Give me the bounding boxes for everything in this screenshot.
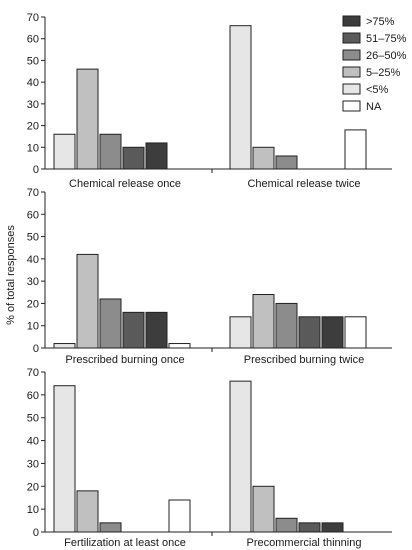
panel-label: Prescribed burning twice (244, 354, 364, 366)
legend-swatch (342, 15, 361, 27)
y-tick-label: 0 (33, 527, 39, 539)
y-tick-label: 50 (27, 413, 39, 425)
y-tick-label: 30 (27, 99, 39, 111)
legend-label: >75% (366, 16, 395, 28)
y-tick-label: 60 (27, 209, 39, 221)
bar (298, 522, 321, 533)
bar (252, 485, 275, 533)
y-axis-label: % of total responses (5, 225, 17, 325)
panel-label: Chemical release once (69, 178, 181, 190)
bar (99, 522, 122, 533)
legend-swatch (342, 83, 361, 95)
bar (275, 517, 298, 533)
bar (229, 316, 252, 349)
y-tick-label: 50 (27, 232, 39, 244)
y-tick-label: 50 (27, 55, 39, 67)
bar (99, 298, 122, 349)
bar (321, 522, 344, 533)
y-tick-label: 60 (27, 390, 39, 402)
bar (53, 133, 76, 170)
legend-swatch (342, 49, 361, 61)
panel-label: Fertilization at least once (64, 537, 186, 549)
bar (275, 155, 298, 170)
bar (76, 490, 99, 533)
y-tick-label: 0 (33, 343, 39, 355)
y-tick-label: 10 (27, 504, 39, 516)
y-tick-label: 10 (27, 321, 39, 333)
bar (252, 294, 275, 349)
legend-label: 26–50% (366, 50, 407, 62)
bar (122, 146, 145, 170)
bar (99, 133, 122, 170)
bar (298, 316, 321, 349)
bar (321, 316, 344, 349)
legend-swatch (342, 100, 361, 112)
y-tick-label: 70 (27, 12, 39, 24)
y-tick-label: 20 (27, 481, 39, 493)
y-tick-label: 0 (33, 164, 39, 176)
y-tick-label: 60 (27, 34, 39, 46)
bar (53, 343, 76, 349)
bar (344, 129, 367, 170)
panel-label: Prescribed burning once (65, 354, 184, 366)
y-tick-label: 20 (27, 121, 39, 133)
legend-label: 51–75% (366, 33, 407, 45)
bar (168, 499, 191, 533)
y-tick-label: 30 (27, 276, 39, 288)
legend-label: <5% (366, 84, 389, 96)
bar (145, 142, 168, 170)
y-tick-label: 40 (27, 254, 39, 266)
y-tick-label: 70 (27, 367, 39, 379)
y-tick-label: 10 (27, 142, 39, 154)
legend-swatch (342, 32, 361, 44)
y-tick-label: 70 (27, 187, 39, 199)
panel-label: Precommercial thinning (247, 537, 362, 549)
legend-label: 5–25% (366, 67, 400, 79)
bar (76, 68, 99, 170)
bar (145, 311, 168, 349)
legend-label: NA (366, 101, 382, 113)
bar (122, 311, 145, 349)
legend-swatch (342, 66, 361, 78)
y-tick-label: 40 (27, 77, 39, 89)
bar (53, 385, 76, 533)
y-tick-label: 20 (27, 298, 39, 310)
y-tick-label: 30 (27, 458, 39, 470)
panel-label: Chemical release twice (247, 178, 360, 190)
bar (275, 302, 298, 349)
y-tick-label: 40 (27, 436, 39, 448)
bar (76, 253, 99, 349)
bar (229, 25, 252, 170)
bar (229, 380, 252, 533)
bar (344, 316, 367, 349)
bar (252, 146, 275, 170)
bar (168, 343, 191, 349)
